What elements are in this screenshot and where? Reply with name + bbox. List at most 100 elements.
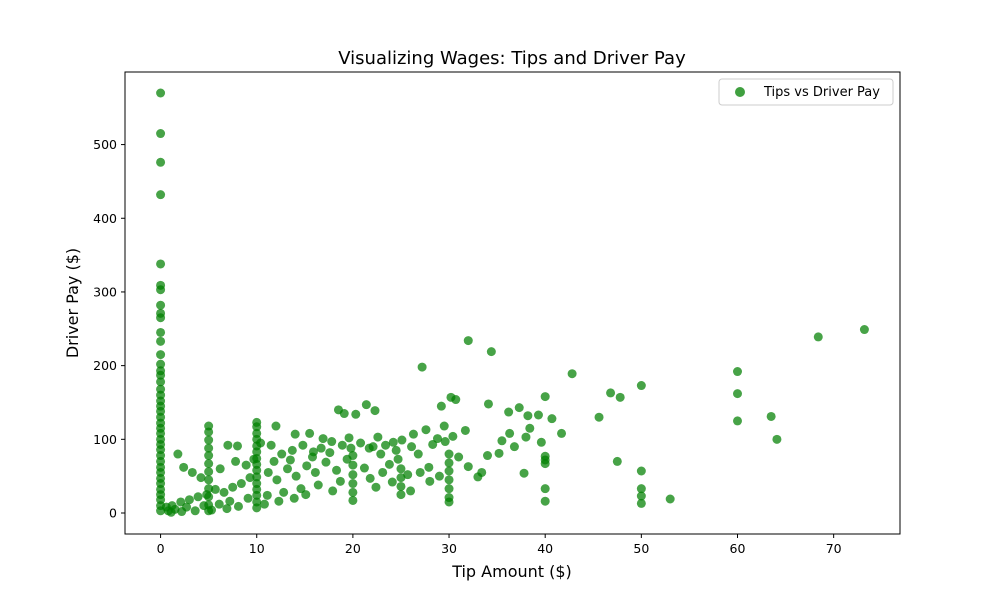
scatter-point bbox=[233, 441, 242, 451]
scatter-point bbox=[519, 468, 529, 478]
scatter-point bbox=[219, 487, 229, 497]
scatter-point bbox=[371, 482, 381, 492]
scatter-point bbox=[252, 490, 262, 500]
scatter-point bbox=[547, 414, 557, 424]
y-tick-label: 300 bbox=[93, 284, 117, 299]
scatter-point bbox=[368, 442, 378, 452]
scatter-point bbox=[859, 325, 869, 335]
scatter-point bbox=[376, 449, 386, 459]
scatter-point bbox=[504, 407, 514, 417]
scatter-point bbox=[156, 300, 166, 310]
y-axis-label: Driver Pay ($) bbox=[63, 248, 82, 358]
scatter-point bbox=[378, 467, 388, 477]
scatter-point bbox=[287, 445, 297, 455]
scatter-point bbox=[348, 460, 358, 470]
scatter-point bbox=[310, 467, 320, 477]
scatter-point bbox=[318, 434, 328, 444]
scatter-point bbox=[497, 436, 507, 446]
y-tick-label: 500 bbox=[93, 137, 117, 152]
scatter-point bbox=[444, 449, 454, 459]
scatter-point bbox=[204, 467, 214, 477]
scatter-point bbox=[344, 433, 354, 443]
scatter-point bbox=[177, 507, 187, 517]
scatter-point bbox=[222, 504, 232, 514]
scatter-point bbox=[636, 381, 646, 391]
scatter-point bbox=[204, 443, 214, 453]
scatter-point bbox=[460, 425, 470, 435]
scatter-point bbox=[266, 440, 276, 450]
scatter-point bbox=[606, 388, 616, 398]
scatter-point bbox=[271, 421, 281, 431]
scatter-point bbox=[339, 409, 349, 419]
scatter-point bbox=[408, 429, 418, 439]
scatter-point bbox=[321, 457, 331, 467]
scatter-point bbox=[393, 454, 403, 464]
scatter-point bbox=[328, 486, 338, 496]
scatter-point bbox=[444, 484, 454, 494]
scatter-point bbox=[424, 462, 434, 472]
scatter-point bbox=[766, 411, 776, 421]
scatter-point bbox=[252, 472, 262, 482]
scatter-point bbox=[204, 435, 214, 445]
scatter-point bbox=[277, 449, 287, 459]
scatter-point bbox=[403, 470, 413, 480]
scatter-point bbox=[396, 464, 406, 474]
scatter-point bbox=[156, 370, 166, 380]
scatter-point bbox=[166, 507, 176, 517]
scatter-point bbox=[215, 464, 225, 474]
scatter-point bbox=[214, 499, 224, 509]
scatter-point bbox=[396, 490, 406, 500]
scatter-point bbox=[346, 443, 356, 453]
x-tick-label: 10 bbox=[249, 541, 265, 556]
scatter-point bbox=[252, 422, 262, 432]
scatter-point bbox=[308, 452, 317, 462]
scatter-point bbox=[243, 493, 253, 503]
scatter-point bbox=[540, 392, 550, 402]
scatter-point bbox=[665, 494, 675, 504]
legend: Tips vs Driver Pay bbox=[718, 78, 894, 106]
scatter-point bbox=[283, 464, 292, 474]
scatter-point bbox=[483, 399, 493, 409]
scatter-point bbox=[733, 367, 742, 377]
scatter-point bbox=[540, 496, 550, 506]
scatter-point bbox=[415, 467, 425, 477]
scatter-point bbox=[156, 336, 166, 346]
scatter-point bbox=[348, 495, 358, 505]
scatter-point bbox=[252, 447, 262, 457]
scatter-point bbox=[204, 427, 214, 437]
scatter-point bbox=[514, 403, 524, 413]
scatter-point bbox=[332, 465, 342, 475]
scatter-point bbox=[327, 437, 337, 447]
scatter-point bbox=[612, 456, 622, 466]
scatter-point bbox=[473, 472, 483, 482]
scatter-point bbox=[204, 475, 214, 485]
scatter-point bbox=[184, 495, 194, 505]
scatter-point bbox=[249, 454, 259, 464]
scatter-point bbox=[187, 467, 197, 477]
scatter-point bbox=[397, 435, 407, 445]
scatter-point bbox=[370, 406, 380, 416]
legend-label: Tips vs Driver Pay bbox=[763, 85, 880, 100]
scatter-point bbox=[236, 479, 246, 489]
x-tick-label: 0 bbox=[157, 541, 165, 556]
scatter-point bbox=[156, 88, 166, 98]
scatter-point bbox=[365, 473, 375, 483]
scatter-point bbox=[269, 456, 279, 466]
scatter-point bbox=[204, 459, 214, 469]
scatter-point bbox=[636, 491, 646, 501]
scatter-point bbox=[305, 428, 315, 438]
scatter-point bbox=[313, 480, 323, 490]
scatter-point bbox=[204, 451, 214, 461]
scatter-point bbox=[523, 411, 533, 421]
scatter-point bbox=[636, 466, 646, 476]
scatter-point bbox=[421, 425, 431, 435]
scatter-point bbox=[274, 496, 284, 506]
scatter-point bbox=[381, 440, 391, 450]
scatter-point bbox=[813, 332, 823, 342]
scatter-point bbox=[156, 359, 166, 369]
scatter-point bbox=[387, 477, 397, 487]
x-tick-label: 60 bbox=[730, 541, 746, 556]
scatter-point bbox=[316, 443, 326, 453]
scatter-point bbox=[176, 497, 186, 507]
scatter-point bbox=[384, 459, 394, 469]
